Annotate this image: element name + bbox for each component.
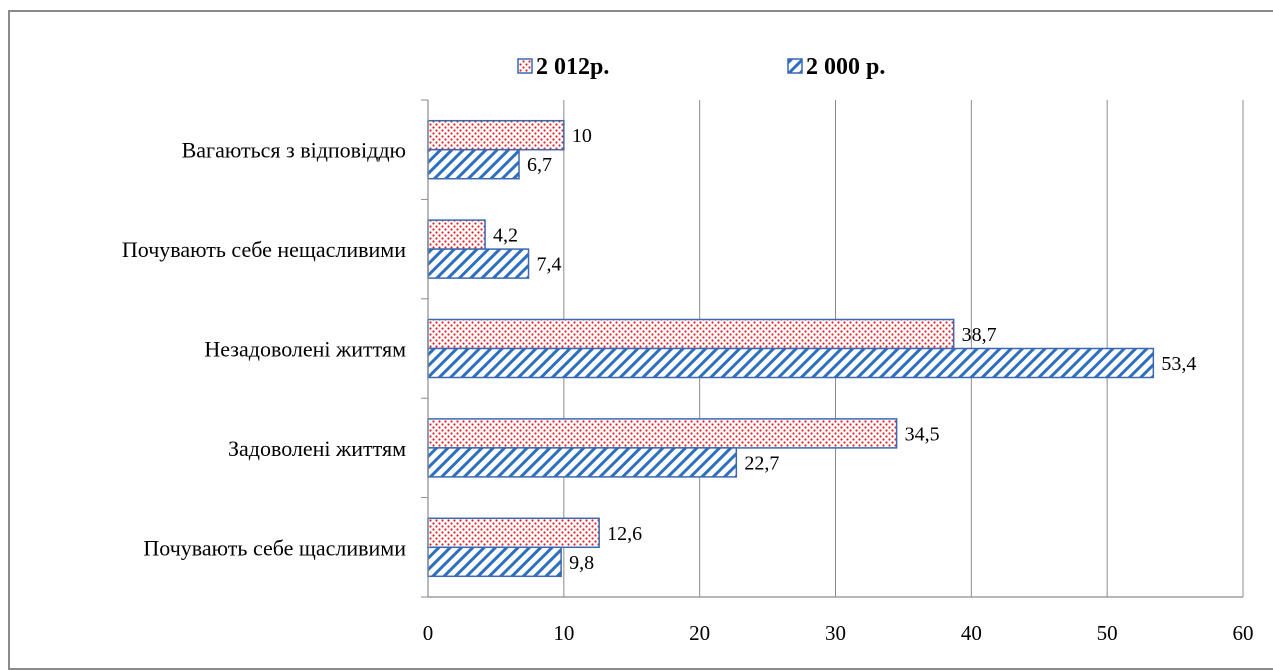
data-label-2000: 22,7 — [744, 452, 779, 474]
category-label: Почувають себе нещасливими — [122, 237, 406, 262]
bar-2000 — [427, 148, 520, 180]
data-label-2012: 12,6 — [607, 523, 642, 545]
category-label: Почувають себе щасливими — [143, 535, 406, 560]
bar-2000 — [427, 447, 738, 478]
legend-swatch-2000 — [787, 58, 803, 74]
data-label-2012: 38,7 — [962, 324, 997, 346]
data-label-2000: 9,8 — [569, 552, 594, 574]
data-label-2012: 34,5 — [905, 423, 940, 445]
legend-label-2012: 2 012р. — [536, 54, 609, 80]
x-tick-label: 30 — [825, 621, 846, 645]
category-label: Вагаються з відповіддю — [182, 138, 406, 163]
x-tick-label: 10 — [553, 621, 574, 645]
data-label-2000: 53,4 — [1161, 353, 1196, 375]
category-label: Незадоволені життям — [204, 337, 406, 362]
data-label-2000: 7,4 — [537, 254, 562, 276]
bar-2012 — [427, 418, 898, 449]
bar-2012 — [427, 219, 486, 250]
bar-2012 — [427, 517, 600, 549]
x-tick-label: 20 — [689, 621, 710, 645]
legend-swatch-2012 — [517, 58, 533, 74]
x-tick-label: 50 — [1097, 621, 1118, 645]
bar-2000 — [427, 347, 1155, 379]
legend-label-2000: 2 000 р. — [806, 54, 885, 80]
bar-2012 — [427, 119, 565, 151]
axes — [421, 99, 1243, 598]
x-tick-label: 40 — [961, 621, 982, 645]
bar-2000 — [427, 546, 562, 578]
labels: 0 10 20 30 40 50 60 12,6 9,8 Почувають себе щасли… — [122, 125, 1254, 645]
data-label-2000: 6,7 — [527, 154, 552, 176]
bar-2000 — [427, 248, 530, 279]
category-label: Задоволені життям — [228, 436, 406, 461]
data-label-2012: 10 — [572, 125, 592, 147]
bar-chart: 0 10 20 30 40 50 60 12,6 9,8 Почувають себе щасли… — [122, 54, 1254, 645]
x-tick-label: 0 — [423, 621, 434, 645]
x-tick-label: 60 — [1233, 621, 1254, 645]
bar-2012 — [427, 318, 955, 350]
legend: 2 012р. 2 000 р. — [517, 54, 885, 80]
bars — [427, 119, 1155, 578]
data-label-2012: 4,2 — [493, 225, 518, 247]
